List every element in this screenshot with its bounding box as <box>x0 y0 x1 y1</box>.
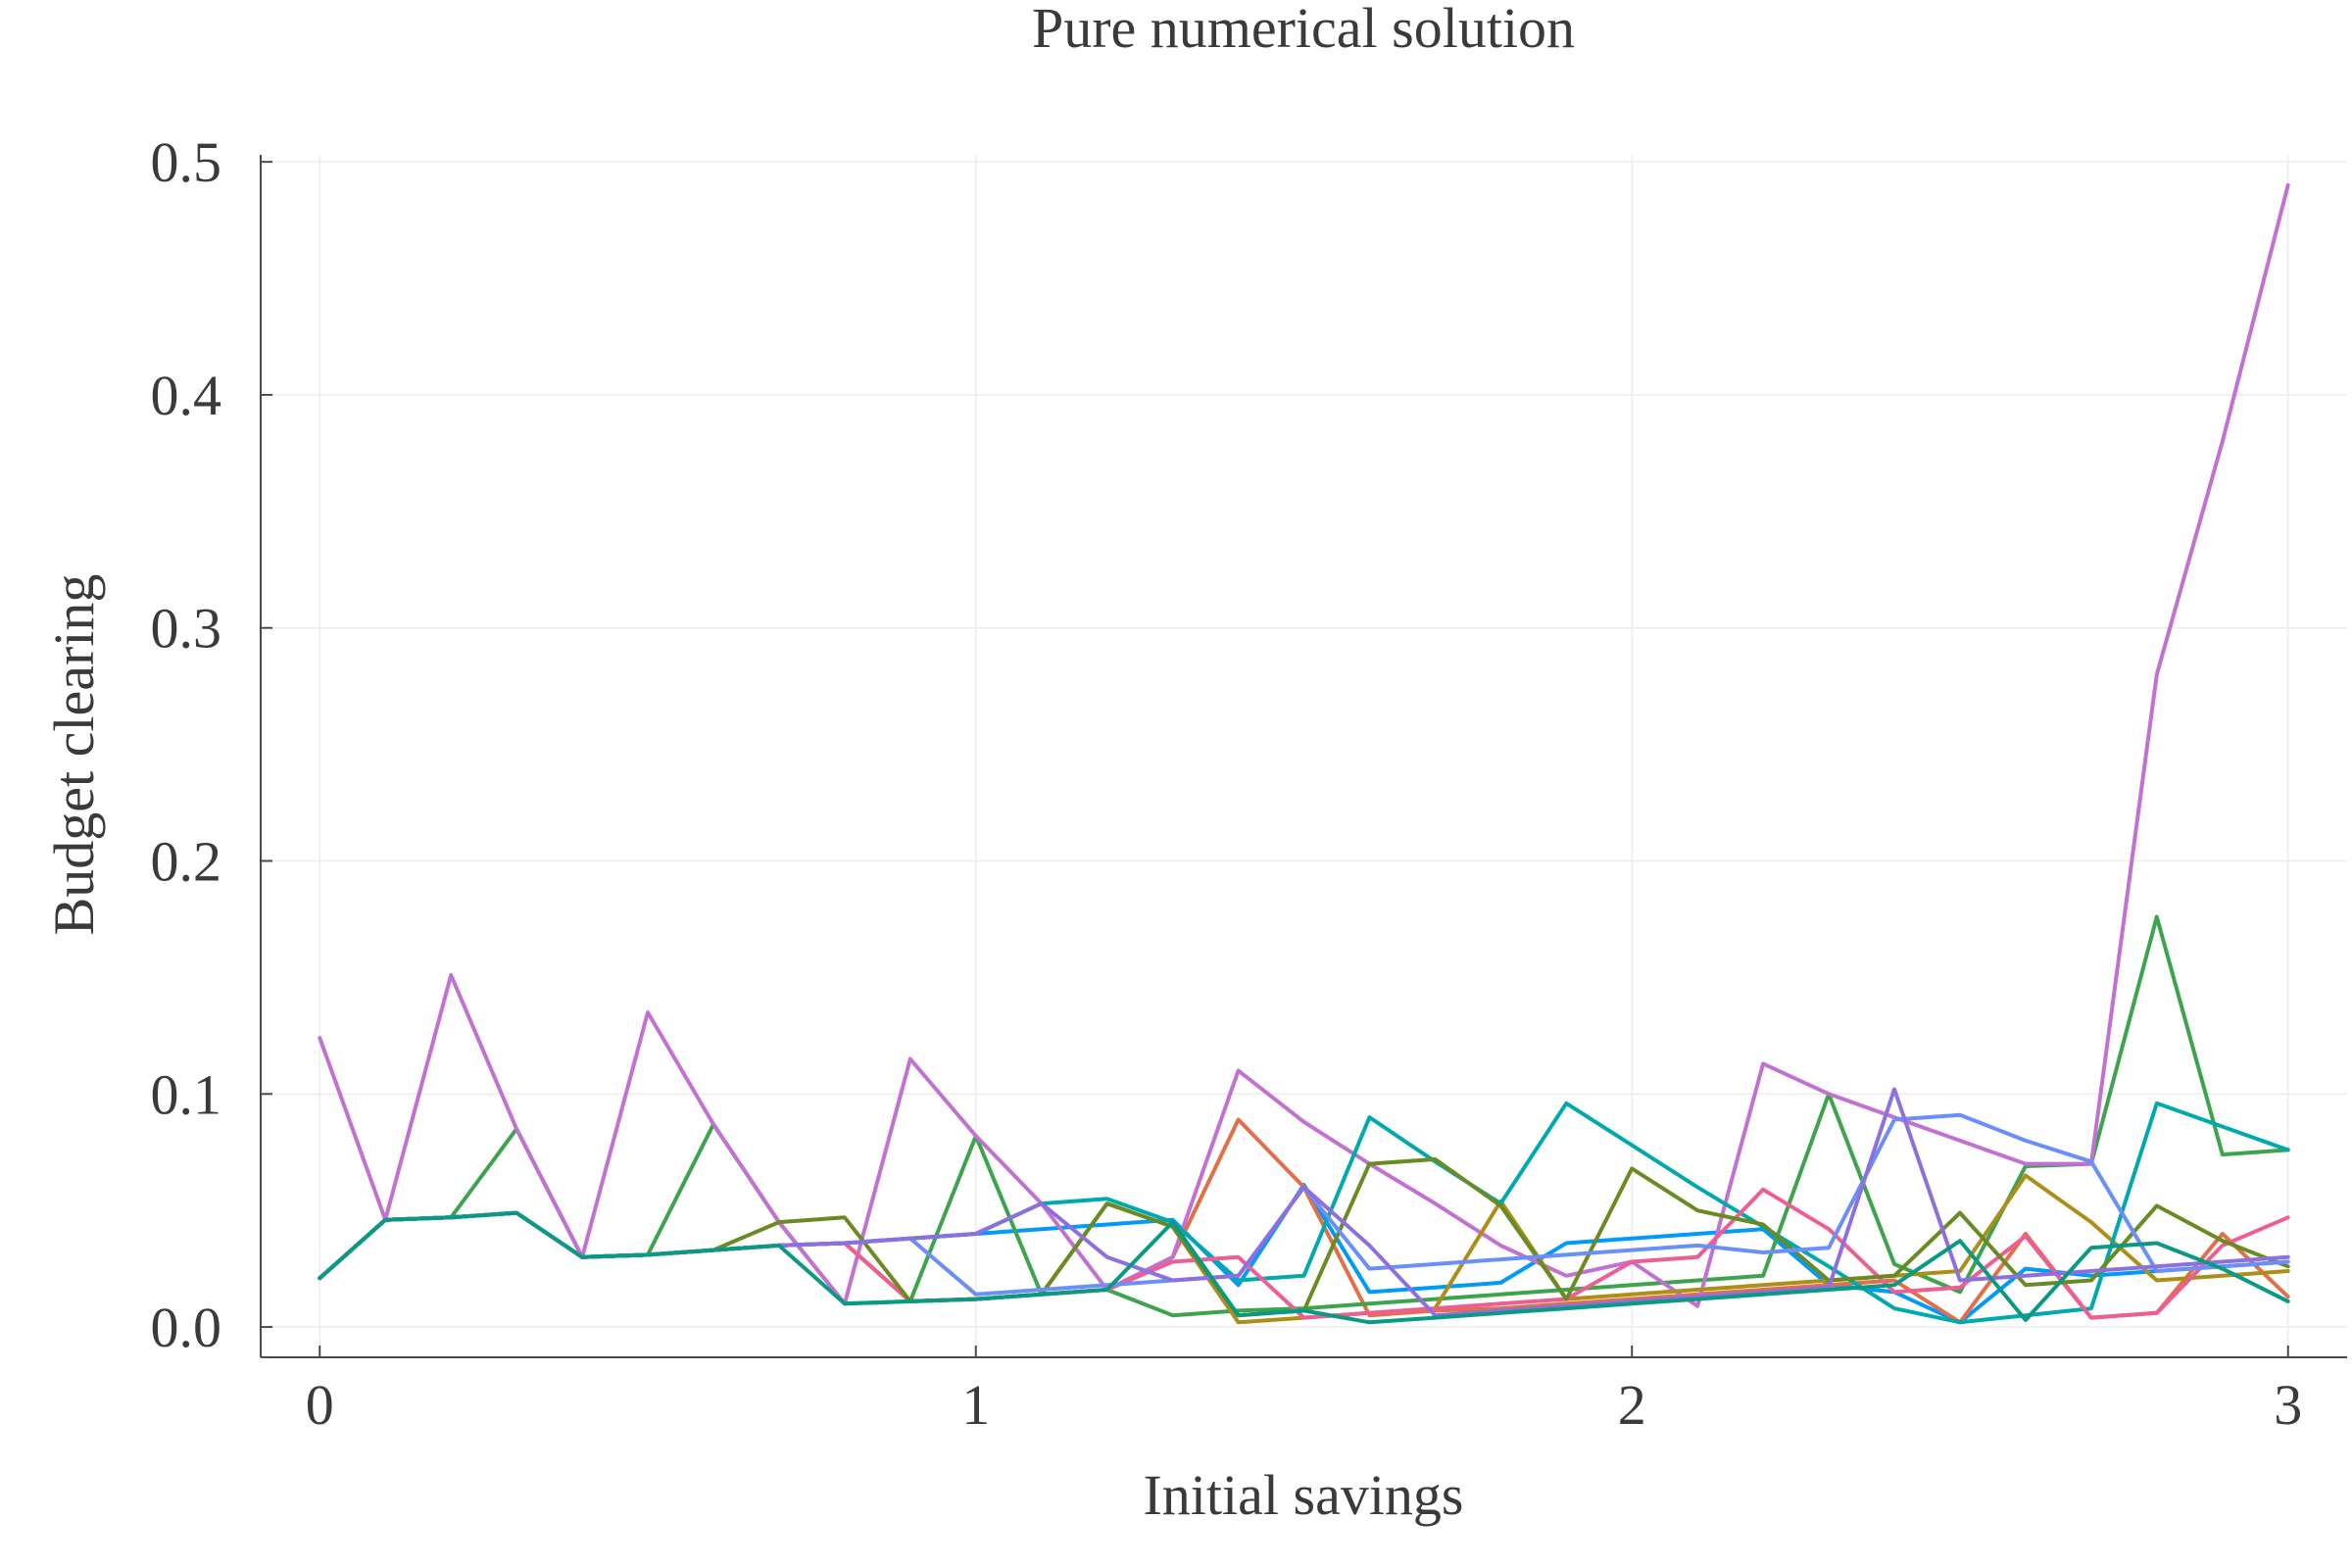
x-tick-label: 0 <box>306 1373 334 1437</box>
y-axis-title: Budget clearing <box>42 574 106 936</box>
y-tick-label: 0.1 <box>151 1062 222 1126</box>
y-tick-label: 0.5 <box>151 130 222 194</box>
series-line-8 <box>318 1156 2290 1318</box>
x-axis-title: Initial savings <box>1143 1463 1463 1527</box>
series-line-11 <box>318 1210 2290 1325</box>
series-line-7 <box>318 1187 2290 1320</box>
axes: 0 1 2 3 0.0 0.1 0.2 0.3 0.4 0.5 <box>151 130 2347 1437</box>
y-tick-label: 0.2 <box>151 830 222 894</box>
chart-title: Pure numerical solution <box>1032 0 1575 60</box>
x-tick-label: 1 <box>961 1373 990 1437</box>
series-line-1 <box>318 1183 2290 1325</box>
x-tick-label: 2 <box>1618 1373 1646 1437</box>
x-tick-label: 3 <box>2274 1373 2302 1437</box>
series-line-4 <box>318 182 2290 1308</box>
y-tick-label: 0.3 <box>151 597 222 661</box>
y-tick-label: 0.0 <box>151 1296 222 1359</box>
grid <box>261 155 2347 1357</box>
series-group <box>318 182 2290 1325</box>
y-tick-label: 0.4 <box>151 364 222 427</box>
